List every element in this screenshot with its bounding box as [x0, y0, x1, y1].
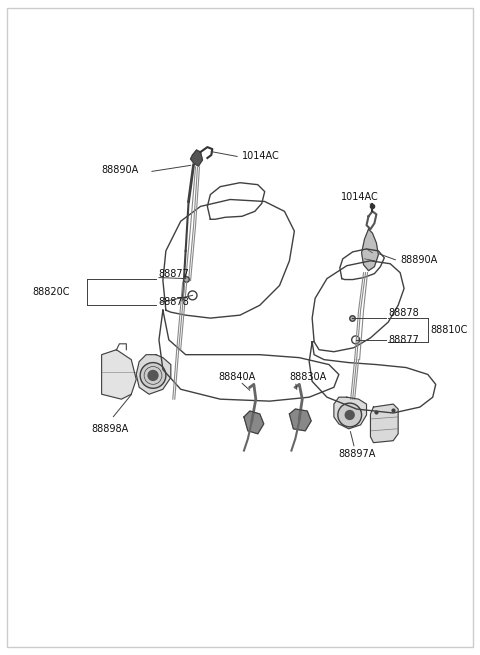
Text: 88830A: 88830A	[289, 373, 327, 383]
Polygon shape	[136, 354, 171, 394]
Circle shape	[148, 371, 158, 381]
Text: 88810C: 88810C	[431, 325, 468, 335]
Polygon shape	[371, 404, 398, 443]
Text: 88840A: 88840A	[218, 373, 255, 383]
Polygon shape	[244, 411, 264, 434]
Circle shape	[140, 363, 166, 388]
Circle shape	[338, 403, 361, 427]
Text: 1014AC: 1014AC	[242, 151, 280, 161]
Text: 88890A: 88890A	[400, 255, 437, 265]
Text: 88898A: 88898A	[92, 424, 129, 434]
Polygon shape	[102, 350, 136, 399]
Polygon shape	[289, 409, 311, 431]
Text: 88890A: 88890A	[102, 165, 139, 175]
Polygon shape	[361, 229, 378, 271]
Polygon shape	[191, 150, 203, 166]
Polygon shape	[334, 397, 367, 429]
Text: 88877: 88877	[158, 269, 189, 278]
Text: 88878: 88878	[158, 297, 189, 307]
Text: 88877: 88877	[388, 335, 419, 345]
Text: 88820C: 88820C	[33, 288, 70, 297]
Text: 1014AC: 1014AC	[341, 191, 379, 202]
Text: 88878: 88878	[388, 308, 419, 318]
Text: 88897A: 88897A	[339, 449, 376, 458]
Circle shape	[345, 411, 354, 419]
